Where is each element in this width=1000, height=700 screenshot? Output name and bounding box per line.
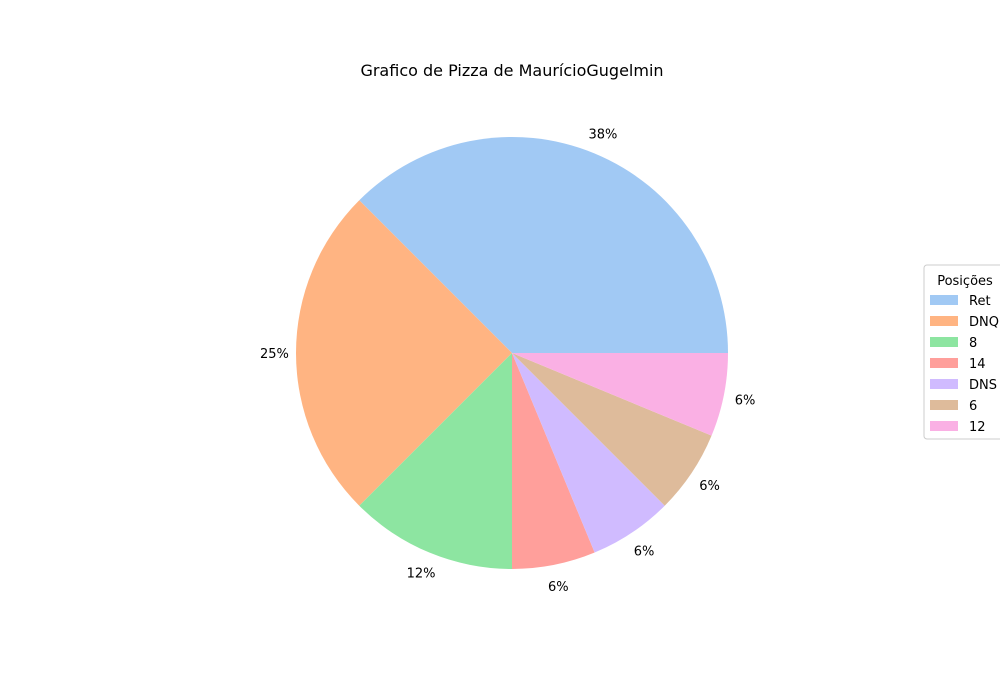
pie-slice-12 <box>512 353 728 436</box>
legend-swatch-dns <box>930 379 958 389</box>
pie-percent-label-12: 6% <box>735 393 756 408</box>
legend-label-14: 14 <box>969 357 986 372</box>
legend-frame <box>923 264 1000 440</box>
chart-title: Grafico de Pizza de MaurícioGugelmin <box>360 61 663 80</box>
legend-label-dnq: DNQ <box>969 315 999 330</box>
legend-swatch-6 <box>930 400 958 410</box>
legend-label-6: 6 <box>969 399 977 414</box>
legend-swatch-14 <box>930 358 958 368</box>
pie-percent-label-dnq: 25% <box>260 347 289 362</box>
legend-title: Posições <box>937 274 993 289</box>
legend-label-dns: DNS <box>969 378 997 393</box>
pie-percent-label-14: 6% <box>548 580 569 595</box>
legend-swatch-12 <box>930 421 958 431</box>
legend-items: Ret DNQ 8 14 DNS 6 12 <box>930 294 999 435</box>
legend-label-8: 8 <box>969 336 977 351</box>
pie-slices <box>296 136 728 569</box>
pie-percent-label-ret: 38% <box>588 127 617 142</box>
pie-slice-14 <box>512 353 595 569</box>
pie-percent-label-dns: 6% <box>634 545 655 560</box>
pie-percent-label-8: 12% <box>407 567 436 582</box>
legend: Posições Ret DNQ 8 14 DNS 6 12 <box>923 264 1000 440</box>
pie-slice-dns <box>512 353 665 553</box>
pie-percent-labels: 38% 25% 12% 6% 6% 6% 6% <box>260 127 755 595</box>
pie-slice-ret <box>359 136 728 353</box>
pie-slice-dnq <box>296 200 512 506</box>
legend-label-12: 12 <box>969 420 986 435</box>
legend-swatch-ret <box>930 295 958 305</box>
legend-swatch-8 <box>930 337 958 347</box>
legend-label-ret: Ret <box>969 294 991 309</box>
pie-slice-6 <box>512 353 712 506</box>
legend-swatch-dnq <box>930 316 958 326</box>
pie-slice-8 <box>359 353 512 569</box>
pie-percent-label-6: 6% <box>699 479 720 494</box>
